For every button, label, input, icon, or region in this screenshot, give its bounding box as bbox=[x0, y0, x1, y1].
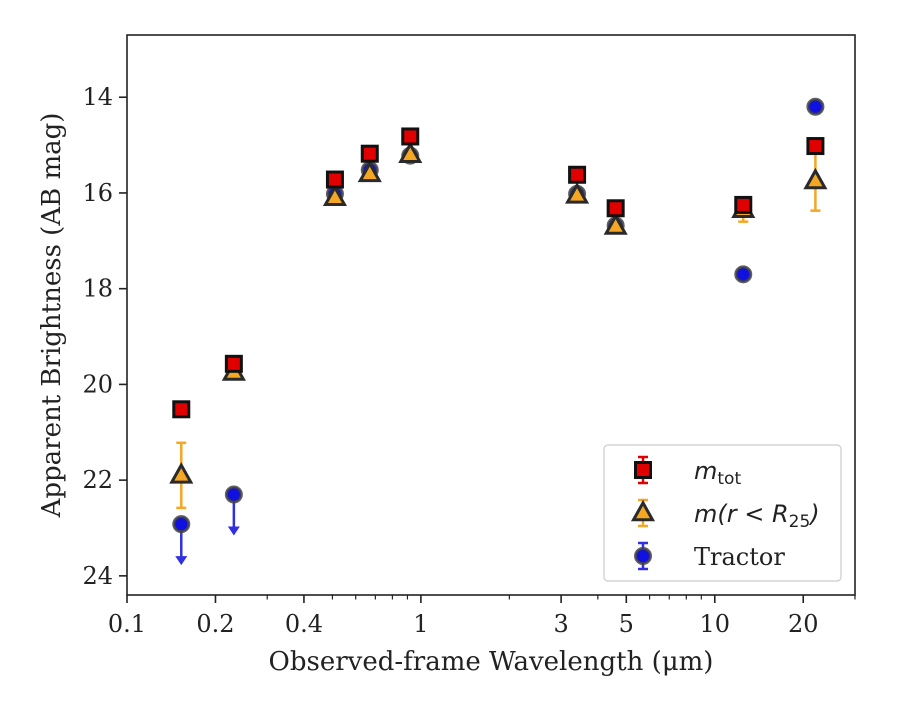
data-point-triangle bbox=[357, 160, 382, 183]
data-point-square bbox=[325, 170, 344, 189]
legend-entry: m(r < R25) bbox=[630, 498, 820, 532]
data-point-circle bbox=[734, 265, 753, 284]
legend-entry: mtot bbox=[634, 455, 741, 489]
x-tick-label: 5 bbox=[619, 610, 634, 638]
y-axis-label: Apparent Brightness (AB mag) bbox=[37, 113, 67, 519]
data-point-circle bbox=[806, 97, 825, 116]
x-tick-label: 0.4 bbox=[285, 610, 323, 638]
legend-marker-circle bbox=[634, 547, 652, 565]
upper-limit-arrowhead bbox=[175, 556, 188, 566]
x-tick-label: 0.2 bbox=[196, 610, 234, 638]
legend-box bbox=[603, 444, 842, 582]
axis-ticks: 0.1 0.2 0.4 1 3 5 10 20 14 16 18 20 22 24 bbox=[82, 83, 856, 638]
data-point-triangle bbox=[565, 182, 590, 204]
data-point-triangle bbox=[169, 462, 194, 484]
series-square bbox=[172, 127, 825, 419]
legend: mtot m(r < R25) Tractor bbox=[603, 444, 842, 582]
data-point-square bbox=[568, 165, 587, 184]
y-tick-label: 16 bbox=[82, 179, 113, 207]
data-point-circle bbox=[224, 485, 243, 504]
legend-label-subscript: tot bbox=[717, 469, 741, 489]
legend-label-tail: ) bbox=[808, 500, 819, 528]
y-tick-label: 22 bbox=[82, 466, 113, 494]
legend-label-main: m(r < R bbox=[694, 500, 789, 528]
legend-label-subscript: 25 bbox=[789, 512, 811, 532]
x-tick-label: 1 bbox=[413, 610, 428, 638]
x-tick-label: 3 bbox=[553, 610, 568, 638]
y-tick-label: 14 bbox=[82, 83, 113, 111]
data-point-triangle bbox=[803, 167, 828, 190]
legend-label-main: Tractor bbox=[694, 543, 785, 571]
data-point-square bbox=[734, 195, 753, 214]
data-point-square bbox=[224, 354, 243, 373]
data-marks bbox=[169, 97, 828, 566]
legend-entry: Tractor bbox=[634, 541, 785, 571]
x-tick-label: 20 bbox=[788, 610, 819, 638]
legend-marker-triangle bbox=[630, 499, 656, 522]
data-point-circle bbox=[172, 515, 191, 534]
data-point-triangle bbox=[398, 141, 423, 163]
x-tick-label: 0.1 bbox=[108, 610, 146, 638]
legend-marker-square bbox=[634, 461, 652, 479]
data-point-square bbox=[401, 127, 420, 146]
legend-label: mtot bbox=[694, 457, 741, 489]
plot-frame bbox=[126, 34, 856, 596]
y-tick-label: 18 bbox=[82, 275, 113, 303]
y-tick-label: 20 bbox=[82, 370, 113, 398]
data-point-square bbox=[172, 400, 191, 419]
legend-label: Tractor bbox=[694, 543, 785, 571]
x-tick-label: 10 bbox=[700, 610, 731, 638]
data-point-square bbox=[806, 137, 825, 156]
data-point-square bbox=[360, 144, 379, 163]
legend-label-main: m bbox=[694, 457, 717, 485]
legend-label: m(r < R25) bbox=[694, 500, 820, 532]
data-point-triangle bbox=[322, 184, 348, 207]
data-point-triangle bbox=[603, 213, 628, 235]
upper-limit-arrowhead bbox=[227, 526, 240, 536]
y-tick-label: 24 bbox=[82, 562, 113, 590]
x-axis-label: Observed-frame Wavelength (μm) bbox=[269, 647, 714, 677]
data-point-square bbox=[606, 199, 625, 218]
